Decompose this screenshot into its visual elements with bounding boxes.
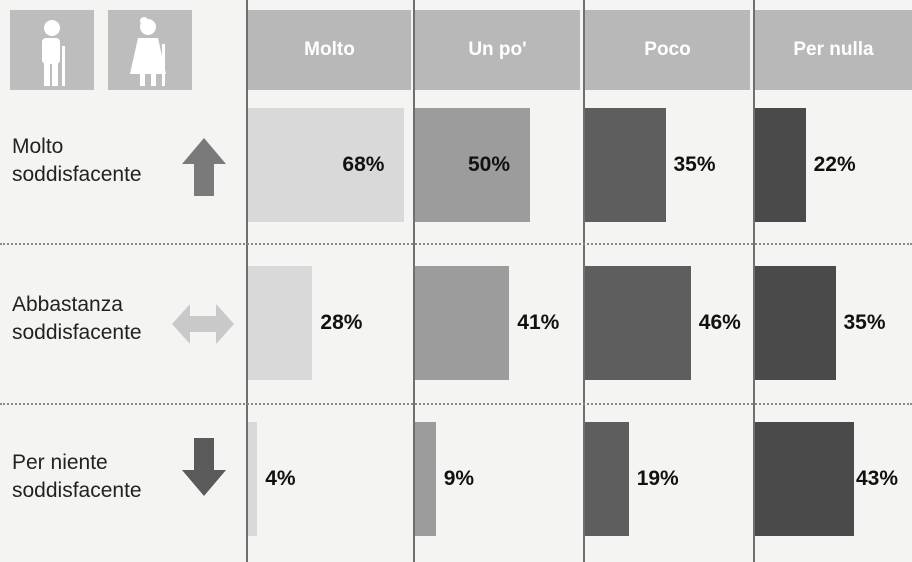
row-divider xyxy=(0,243,912,245)
bar-poco-row-3 xyxy=(585,422,629,536)
row-label-line: Per niente xyxy=(12,451,108,474)
column-header-un-po: Un po' xyxy=(415,10,580,90)
column-divider xyxy=(583,0,585,562)
row-label-line: soddisfacente xyxy=(12,321,142,344)
data-label: 35% xyxy=(673,153,716,176)
data-label: 19% xyxy=(636,467,679,490)
bar-molto-row-1 xyxy=(248,108,405,222)
row-label: Molto soddisfacente xyxy=(12,133,142,189)
data-label: 35% xyxy=(843,311,886,334)
row-label-line: Molto xyxy=(12,135,64,158)
data-label: 43% xyxy=(856,467,899,490)
row-label: Per niente soddisfacente xyxy=(12,449,142,505)
data-label: 28% xyxy=(320,311,363,334)
column-divider xyxy=(413,0,415,562)
up-arrow-icon xyxy=(180,136,228,203)
elderly-man-icon xyxy=(10,10,94,90)
elderly-woman-icon xyxy=(108,10,192,90)
column-divider xyxy=(753,0,755,562)
bar-un-po-row-3 xyxy=(415,422,436,536)
data-label: 4% xyxy=(265,467,296,490)
data-label: 22% xyxy=(813,153,856,176)
row-label-line: soddisfacente xyxy=(12,163,142,186)
data-label: 68% xyxy=(342,153,385,176)
bar-poco-row-2 xyxy=(585,266,691,380)
row-label: Abbastanza soddisfacente xyxy=(12,291,142,347)
data-label: 9% xyxy=(443,467,475,490)
data-label: 46% xyxy=(698,311,741,334)
column-header-molto: Molto xyxy=(248,10,411,90)
bar-un-po-row-1 xyxy=(415,108,530,222)
column-divider xyxy=(246,0,248,562)
row-divider xyxy=(0,403,912,405)
bar-per-nulla-row-2 xyxy=(755,266,836,380)
row-label-line: Abbastanza xyxy=(12,293,123,316)
bar-un-po-row-2 xyxy=(415,266,510,380)
data-label: 41% xyxy=(517,311,560,334)
column-header-per-nulla: Per nulla xyxy=(755,10,912,90)
row-label-line: soddisfacente xyxy=(12,479,142,502)
bar-molto-row-3 xyxy=(248,422,258,536)
bar-per-nulla-row-3 xyxy=(755,422,854,536)
left-right-arrow-icon xyxy=(170,302,236,351)
bar-molto-row-2 xyxy=(248,266,313,380)
bar-poco-row-1 xyxy=(585,108,666,222)
down-arrow-icon xyxy=(180,436,228,503)
data-label: 50% xyxy=(468,153,511,176)
bar-per-nulla-row-1 xyxy=(755,108,806,222)
column-header-poco: Poco xyxy=(585,10,750,90)
